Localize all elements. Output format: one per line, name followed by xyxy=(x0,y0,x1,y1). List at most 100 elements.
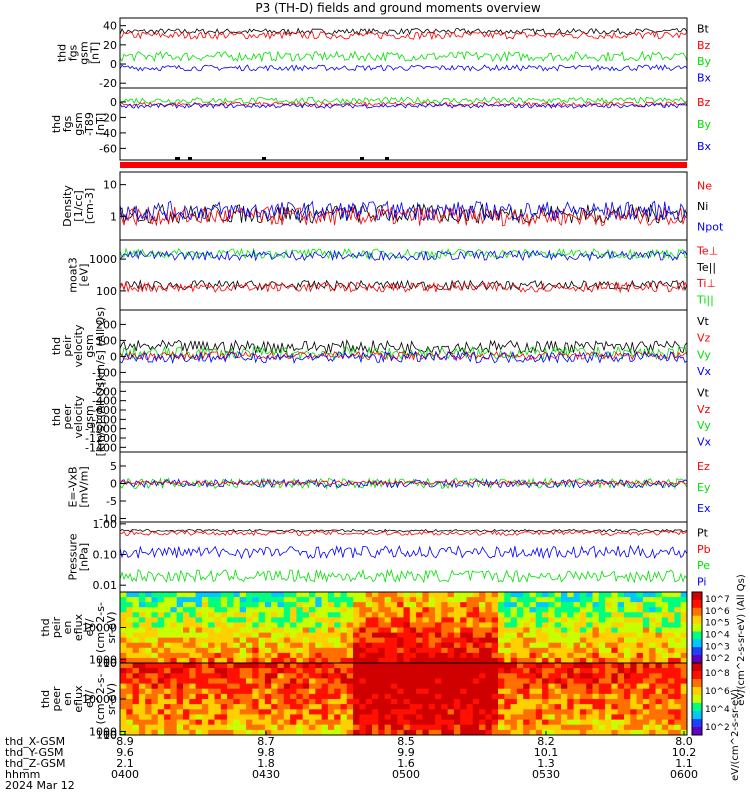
heatmap-cell xyxy=(239,647,247,654)
heatmap-cell xyxy=(554,607,562,613)
heatmap-cell xyxy=(680,683,688,690)
y-axis-label-line: E=-VxB xyxy=(67,466,80,507)
heatmap-cell xyxy=(397,673,404,679)
heatmap-cell xyxy=(680,673,688,679)
heatmap-cell xyxy=(592,592,600,598)
heatmap-cell xyxy=(327,668,335,674)
heatmap-cell xyxy=(636,699,644,705)
heatmap-cell xyxy=(138,668,146,674)
heatmap-cell xyxy=(157,673,165,679)
heatmap-cell xyxy=(138,597,146,603)
heatmap-cell xyxy=(598,673,606,679)
heatmap-cell xyxy=(535,673,543,679)
heatmap-cell xyxy=(258,632,266,639)
heatmap-cell xyxy=(302,657,310,664)
heatmap-cell xyxy=(321,688,329,695)
heatmap-cell xyxy=(586,637,593,644)
heatmap-cell xyxy=(126,592,134,598)
x-tick-label: 1.8 xyxy=(257,757,275,770)
heatmap-cell xyxy=(611,637,619,644)
heatmap-cell xyxy=(258,647,266,654)
heatmap-cell xyxy=(428,683,436,690)
heatmap-cell xyxy=(548,683,556,690)
heatmap-cell xyxy=(491,657,499,664)
heatmap-cell xyxy=(334,693,341,700)
heatmap-cell xyxy=(561,617,568,623)
heatmap-cell xyxy=(504,592,512,598)
heatmap-cell xyxy=(334,657,341,664)
heatmap-cell xyxy=(195,617,203,623)
heatmap-cell xyxy=(630,602,638,608)
heatmap-cell xyxy=(183,683,190,690)
heatmap-cell xyxy=(170,714,178,720)
heatmap-cell xyxy=(277,612,285,618)
y-axis-label-line: (cm^2-s- xyxy=(94,674,107,725)
heatmap-cell xyxy=(290,709,297,715)
heatmap-cell xyxy=(642,592,650,598)
heatmap-cell xyxy=(252,729,260,736)
heatmap-cell xyxy=(573,642,581,649)
heatmap-cell xyxy=(617,607,625,613)
heatmap-cell xyxy=(655,709,663,715)
heatmap-cell xyxy=(611,693,619,700)
heatmap-cell xyxy=(151,627,159,634)
heatmap-cell xyxy=(378,642,386,649)
heatmap-cell xyxy=(428,607,436,613)
heatmap-cell xyxy=(296,729,304,736)
heatmap-cell xyxy=(542,699,549,705)
heatmap-cell xyxy=(183,622,190,628)
heatmap-cell xyxy=(447,719,455,726)
heatmap-cell xyxy=(239,627,247,634)
heatmap-cell xyxy=(321,652,329,659)
heatmap-cell xyxy=(346,647,354,654)
heatmap-cell xyxy=(321,612,329,618)
heatmap-cell xyxy=(542,592,549,598)
heatmap-cell xyxy=(428,632,436,639)
heatmap-cell xyxy=(403,709,411,715)
legend-Ti⊥: Ti⊥ xyxy=(696,277,716,290)
heatmap-cell xyxy=(138,627,146,634)
heatmap-cell xyxy=(447,597,455,603)
heatmap-cell xyxy=(624,597,631,603)
heatmap-cell xyxy=(277,617,285,623)
heatmap-cell xyxy=(636,642,644,649)
heatmap-cell xyxy=(120,642,127,649)
heatmap-cell xyxy=(353,673,360,679)
heatmap-cell xyxy=(554,724,562,731)
heatmap-cell xyxy=(661,719,669,726)
y-axis-label-line: sr-eV) xyxy=(105,611,118,643)
heatmap-cell xyxy=(460,704,467,710)
heatmap-cell xyxy=(201,714,209,720)
heatmap-cell xyxy=(214,602,222,608)
heatmap-cell xyxy=(485,637,493,644)
heatmap-cell xyxy=(334,652,341,659)
heatmap-cell xyxy=(649,642,656,649)
heatmap-cell xyxy=(378,602,386,608)
heatmap-cell xyxy=(668,617,675,623)
heatmap-cell xyxy=(157,597,165,603)
heatmap-cell xyxy=(554,637,562,644)
heatmap-cell xyxy=(579,719,587,726)
heatmap-cell xyxy=(340,699,348,705)
heatmap-cell xyxy=(680,678,688,684)
heatmap-cell xyxy=(321,617,329,623)
heatmap-cell xyxy=(586,612,593,618)
heatmap-cell xyxy=(309,647,316,654)
heatmap-cell xyxy=(340,592,348,598)
heatmap-cell xyxy=(416,668,423,674)
heatmap-cell xyxy=(510,607,518,613)
heatmap-cell xyxy=(214,693,222,700)
heatmap-cell xyxy=(353,693,360,700)
heatmap-cell xyxy=(145,693,152,700)
heatmap-cell xyxy=(472,699,480,705)
heatmap-cell xyxy=(403,617,411,623)
heatmap-cell xyxy=(460,678,467,684)
heatmap-cell xyxy=(529,597,537,603)
heatmap-cell xyxy=(491,714,499,720)
heatmap-cell xyxy=(617,597,625,603)
heatmap-cell xyxy=(277,724,285,731)
heatmap-cell xyxy=(233,642,241,649)
heatmap-cell xyxy=(485,647,493,654)
heatmap-cell xyxy=(195,612,203,618)
heatmap-cell xyxy=(586,704,593,710)
